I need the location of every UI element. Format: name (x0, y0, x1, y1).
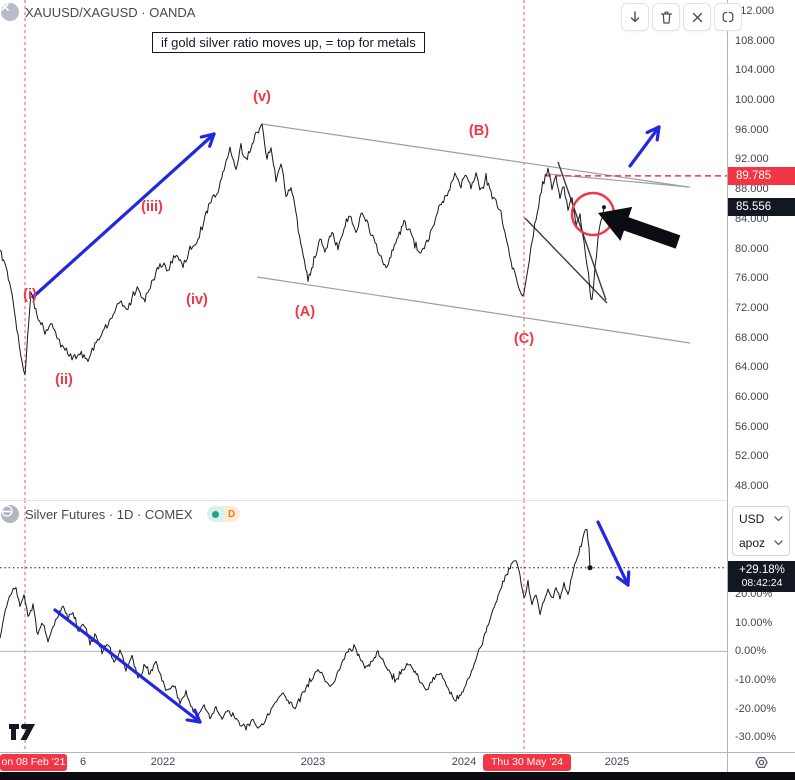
scale-unit-box: USD apoz (732, 506, 790, 556)
price-tick: 112.000 (735, 5, 774, 17)
price-tick: 76.000 (735, 272, 769, 285)
wave-label-i: (i) (23, 287, 37, 303)
last-price-label: 85.556 (728, 198, 795, 217)
time-tick: 2024 (451, 756, 477, 768)
time-tick: 2022 (150, 756, 176, 768)
bar-countdown: 08:42:24 (741, 576, 783, 589)
currency-dropdown[interactable]: USD (733, 507, 789, 531)
remove-drawings-button[interactable] (652, 3, 680, 31)
wave-label-ii: (ii) (55, 372, 73, 388)
chevron-down-icon (774, 516, 783, 522)
wave-label-A: (A) (294, 304, 316, 320)
scale-settings-cell[interactable] (727, 752, 795, 772)
close-icon (692, 12, 702, 22)
price-tick: 68.000 (735, 331, 769, 344)
ratio-chart-canvas[interactable] (0, 0, 727, 500)
wave-label-iii: (iii) (141, 199, 163, 215)
currency-value: USD (739, 512, 765, 526)
close-chart-button[interactable] (683, 3, 711, 31)
silver-chart-canvas[interactable] (0, 500, 727, 752)
wave-label-v: (v) (253, 89, 271, 105)
wave-label-B: (B) (468, 123, 490, 139)
percent-tick: -10.00% (735, 673, 776, 686)
percent-tick: 10.00% (735, 616, 773, 629)
silver-symbol-header: Silver Futures · 1D · COMEX D (1, 505, 240, 523)
price-tick: 108.000 (735, 34, 775, 47)
percent-tick: -30.00% (735, 731, 776, 744)
price-tick: 60.000 (735, 390, 769, 403)
wave-label-iv: (iv) (186, 292, 208, 308)
percent-tick: 0.00% (735, 645, 767, 658)
unit-value: apoz (739, 536, 766, 550)
status-dot-icon (206, 506, 224, 522)
symbol-title: XAUUSD/XAGUSD · OANDA (25, 4, 196, 20)
wave-label-C: (C) (513, 331, 535, 347)
price-tick: 56.000 (735, 420, 769, 433)
silver-futures-icon (1, 505, 19, 523)
tradingview-logo-icon (9, 724, 35, 740)
price-tick: 88.000 (735, 183, 769, 196)
maximize-icon (722, 11, 734, 23)
close-icon (1, 3, 9, 11)
unit-dropdown[interactable]: apoz (733, 531, 789, 555)
price-tick: 104.000 (735, 64, 775, 77)
coin-glyph-icon (1, 505, 13, 517)
tradingview-logo[interactable] (8, 722, 38, 747)
time-tick-highlight: on 08 Feb '21 (0, 754, 67, 771)
delayed-data-badge[interactable]: D (206, 506, 240, 522)
trash-icon (660, 11, 672, 24)
time-scale[interactable]: on 08 Feb '21 6 2022 2023 2024 Thu 30 May '24… (0, 752, 727, 773)
window-bottom-bar (0, 772, 795, 780)
scroll-to-recent-button[interactable] (621, 3, 649, 31)
scale-settings-icon (755, 756, 768, 769)
remove-study-button[interactable] (1, 3, 19, 21)
ratio-symbol-header: XAUUSD/XAGUSD · OANDA (1, 3, 195, 21)
chart-toolbar (621, 3, 742, 31)
price-scale[interactable]: 112.000 108.000 104.000 100.000 96.000 92.000… (727, 0, 795, 752)
price-tick: 48.000 (735, 480, 769, 492)
black-pointer-arrow (598, 206, 681, 249)
silver-chart-pane[interactable]: Silver Futures · 1D · COMEX D (0, 500, 727, 752)
time-tick-highlight: Thu 30 May '24 (483, 754, 571, 771)
time-tick: 6 (79, 756, 87, 768)
alert-price-label: 89.785 (728, 166, 795, 185)
pane-separator[interactable] (0, 500, 795, 501)
price-tick: 64.000 (735, 361, 769, 374)
price-tick: 100.000 (735, 94, 775, 107)
time-tick: 2025 (604, 756, 630, 768)
percent-tick: -20.00% (735, 702, 776, 715)
price-tick: 80.000 (735, 242, 769, 255)
time-tick: 2023 (300, 756, 326, 768)
price-tick: 72.000 (735, 301, 769, 314)
price-tick: 92.000 (735, 153, 769, 166)
interval-d-label: D (223, 506, 240, 522)
arrow-down-icon (630, 11, 640, 23)
last-change-label: +29.18% 08:42:24 (728, 560, 795, 592)
symbol-title-2: Silver Futures · 1D · COMEX (25, 506, 193, 522)
price-tick: 52.000 (735, 450, 769, 463)
chevron-down-icon (774, 540, 783, 546)
ratio-chart-pane[interactable]: XAUUSD/XAGUSD · OANDA if gold silver rat… (0, 0, 727, 500)
maximize-chart-button[interactable] (714, 3, 742, 31)
price-tick: 96.000 (735, 123, 769, 136)
chart-note-text[interactable]: if gold silver ratio moves up, = top for… (152, 32, 425, 53)
change-percent: +29.18% (739, 563, 785, 576)
